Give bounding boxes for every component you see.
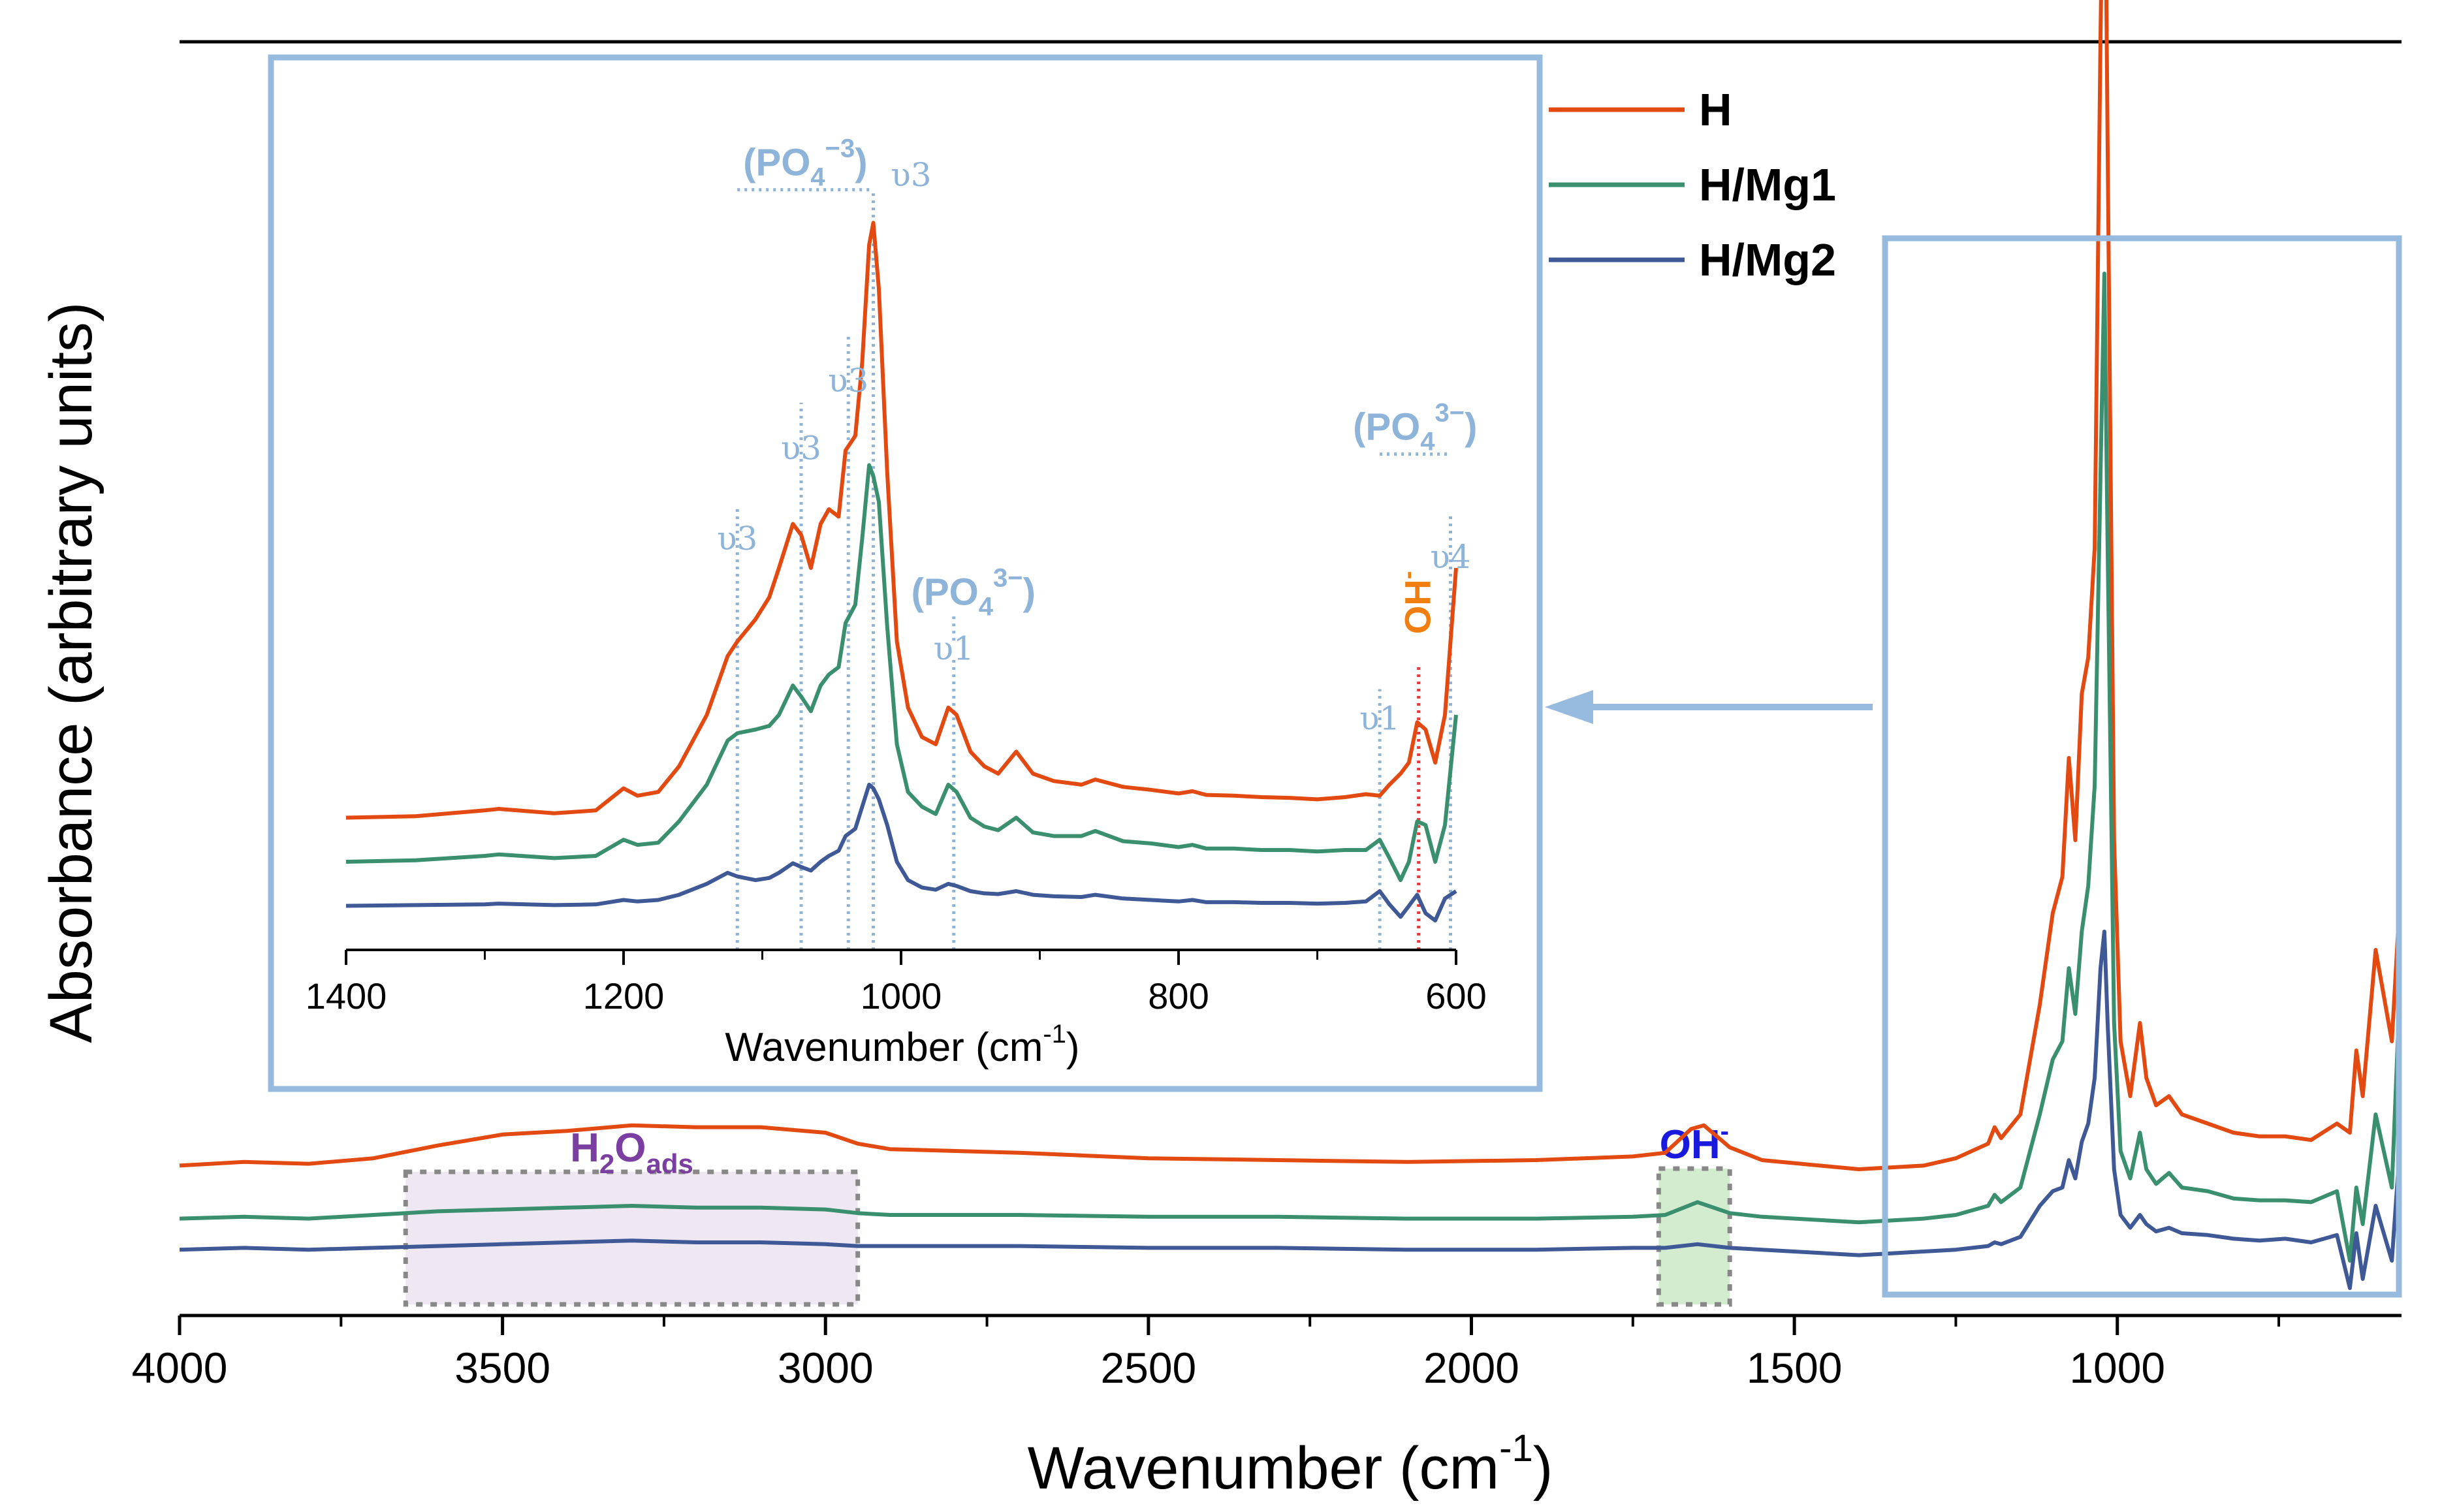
zoom-box — [1882, 235, 2402, 1298]
oh-region-label: OH- — [1660, 1117, 1729, 1167]
x-axis-title: Wavenumber (cm-1) — [1028, 1427, 1553, 1502]
x-tick-label-4000: 4000 — [132, 1344, 228, 1392]
po4-bracket-v3-label-sup: −3 — [825, 134, 855, 163]
inset-x-tick-label-600: 600 — [1425, 975, 1486, 1016]
legend-label-h-mg1: H/Mg1 — [1699, 159, 1836, 210]
series-line-h-mg2 — [179, 930, 2402, 1290]
po4-label-v1-sup: 3− — [993, 563, 1023, 592]
po4-label-v1-b: ) — [1023, 571, 1036, 613]
band-label-1038: υ3 — [828, 362, 868, 400]
x-tick-label-1500: 1500 — [1747, 1344, 1843, 1392]
inset-series-line-h-mg2 — [345, 782, 1457, 922]
main-x-ticks: 4000 3500 3000 2500 2000 1500 1000 — [132, 1315, 2281, 1392]
oh-region — [1656, 1166, 1732, 1307]
h2o-ads-region-label-sub: ads — [646, 1148, 693, 1179]
band-label-604: υ4 — [1430, 538, 1470, 576]
y-axis-title: Absorbance (arbitrary units) — [38, 302, 104, 1043]
legend-label-h-mg2: H/Mg2 — [1699, 234, 1836, 285]
po4-label-v1-a: (PO — [912, 571, 979, 613]
po4-bracket-v4-label-sub: 4 — [1420, 428, 1435, 456]
band-label-oh-main: OH — [1397, 579, 1438, 634]
po4-label-v1: (PO43−) — [912, 563, 1036, 621]
band-label-oh: OH- — [1395, 571, 1438, 635]
inset-series-line-h — [345, 221, 1458, 820]
h2o-ads-region-label: H2Oads — [570, 1126, 693, 1179]
x-tick-label-3000: 3000 — [778, 1344, 874, 1392]
highlight-regions: H2Oads OH- — [403, 1117, 1732, 1307]
legend-label-h: H — [1699, 84, 1732, 135]
inset-frame — [268, 54, 1543, 1092]
band-label-655: υ1 — [1359, 700, 1400, 738]
po4-bracket-v4-label-b: ) — [1465, 406, 1477, 449]
band-label-1072: υ3 — [781, 430, 821, 467]
h2o-ads-region-label-sub2: 2 — [599, 1148, 614, 1179]
inset-x-tick-label-800: 800 — [1148, 975, 1209, 1016]
zoom-arrow — [1545, 690, 1873, 724]
legend: H H/Mg1 H/Mg2 — [1549, 84, 1836, 285]
po4-bracket-v4-label-sup: 3− — [1435, 399, 1465, 428]
po4-bracket-v3-label: (PO4−3) — [743, 134, 867, 192]
inset-x-ticks: 1400 1200 1000 800 600 — [306, 950, 1487, 1016]
arrow-head — [1545, 690, 1593, 724]
series-line-h — [179, 0, 2402, 1171]
inset-series-line-h-mg1 — [345, 463, 1458, 883]
x-tick-label-3500: 3500 — [454, 1344, 550, 1392]
band-label-962: υ1 — [934, 630, 974, 668]
main-series-layer — [179, 0, 2402, 1290]
x-tick-label-1000: 1000 — [2069, 1344, 2165, 1392]
x-tick-label-2000: 2000 — [1423, 1344, 1519, 1392]
po4-bracket-v4-label: (PO43−) — [1353, 399, 1477, 456]
h2o-ads-region-label-main: H — [570, 1126, 599, 1171]
po4-bracket-v3-label-a: (PO — [743, 142, 810, 184]
band-label-oh-sup: - — [1395, 571, 1422, 580]
band-label-1020: υ3 — [891, 156, 931, 194]
x-tick-label-2500: 2500 — [1100, 1344, 1196, 1392]
inset-x-tick-label-1200: 1200 — [583, 975, 665, 1016]
inset-x-axis-title: Wavenumber (cm-1) — [725, 1020, 1079, 1070]
po4-bracket-v4-label-a: (PO — [1353, 406, 1420, 449]
band-label-1118: υ3 — [717, 520, 757, 558]
inset-x-tick-label-1000: 1000 — [861, 975, 942, 1016]
inset-x-tick-label-1400: 1400 — [306, 975, 387, 1016]
series-line-h-mg1 — [179, 272, 2402, 1263]
po4-bracket-v3-label-sub: 4 — [810, 163, 825, 192]
inset-series-layer — [345, 221, 1458, 922]
po4-bracket-v3-label-b: ) — [855, 142, 867, 184]
h2o-ads-region — [403, 1169, 861, 1307]
po4-label-v1-sub: 4 — [979, 592, 994, 621]
h2o-ads-region-label-rest: O — [614, 1126, 646, 1171]
